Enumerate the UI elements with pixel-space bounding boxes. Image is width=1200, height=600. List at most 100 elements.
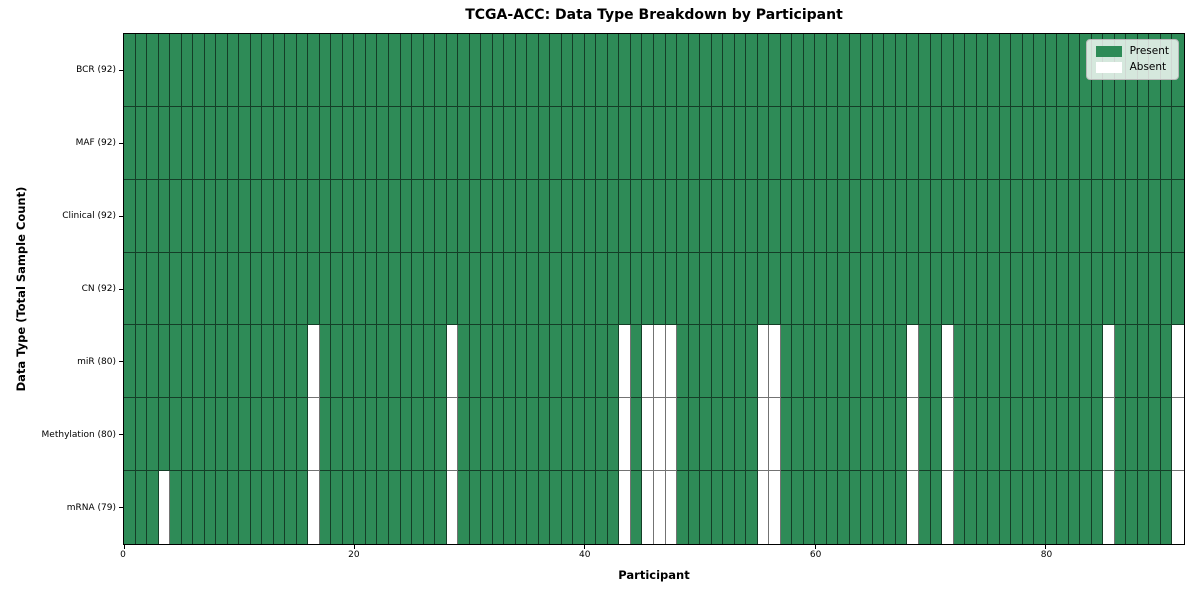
heatmap-cell	[942, 106, 954, 180]
heatmap-cell	[757, 252, 770, 326]
heatmap-cell	[1149, 398, 1161, 472]
heatmap-cell	[976, 471, 989, 544]
heatmap-cell	[988, 471, 1000, 544]
heatmap-cell	[746, 34, 758, 107]
heatmap-cell	[204, 252, 217, 326]
heatmap-cell	[596, 471, 608, 544]
heatmap-cell	[377, 34, 389, 107]
heatmap-cell	[1057, 34, 1069, 107]
heatmap-cell	[423, 325, 436, 399]
heatmap-cell	[1091, 325, 1104, 399]
heatmap-cell	[838, 252, 850, 326]
heatmap-cell	[849, 34, 862, 107]
y-tick-mark	[119, 434, 123, 436]
heatmap-cell	[458, 325, 470, 399]
x-tick-label: 0	[120, 550, 126, 560]
heatmap-cell	[630, 471, 643, 544]
heatmap-cell	[469, 325, 482, 399]
heatmap-cell	[481, 252, 493, 326]
heatmap-cell	[769, 325, 781, 399]
heatmap-cell	[769, 34, 781, 107]
heatmap-cell	[665, 106, 678, 180]
heatmap-cell	[723, 106, 735, 180]
heatmap-cell	[792, 325, 804, 399]
heatmap-cell	[262, 34, 274, 107]
y-tick-label: Methylation (80)	[41, 430, 116, 441]
heatmap-cell	[584, 398, 597, 472]
heatmap-cell	[1022, 325, 1035, 399]
heatmap-cell	[965, 34, 977, 107]
heatmap-cell	[412, 325, 424, 399]
heatmap-cell	[999, 34, 1012, 107]
heatmap-cell	[723, 325, 735, 399]
heatmap-cell	[988, 34, 1000, 107]
heatmap-cell	[584, 325, 597, 399]
heatmap-cell	[930, 471, 943, 544]
x-tick-label: 60	[809, 550, 822, 560]
chart-title: TCGA-ACC: Data Type Breakdown by Partici…	[465, 7, 843, 23]
heatmap-cell	[181, 34, 194, 107]
heatmap-cell	[124, 34, 136, 107]
heatmap-cell	[757, 179, 770, 253]
heatmap-cell	[677, 106, 689, 180]
heatmap-cell	[561, 325, 574, 399]
heatmap-cell	[239, 325, 251, 399]
heatmap-cell	[757, 325, 770, 399]
heatmap-cell	[319, 252, 332, 326]
legend-swatch-absent-icon	[1095, 62, 1122, 73]
heatmap-cell	[734, 471, 747, 544]
heatmap-cell	[965, 252, 977, 326]
heatmap-cell	[1172, 325, 1184, 399]
heatmap-cell	[400, 106, 413, 180]
heatmap-cell	[884, 106, 896, 180]
heatmap-cell	[527, 398, 539, 472]
heatmap-cell	[792, 471, 804, 544]
heatmap-cell	[377, 471, 389, 544]
heatmap-cell	[377, 325, 389, 399]
heatmap-cell	[1011, 252, 1023, 326]
heatmap-cell	[342, 179, 355, 253]
heatmap-cell	[1068, 398, 1081, 472]
heatmap-cell	[1137, 325, 1150, 399]
heatmap-cell	[285, 398, 297, 472]
heatmap-cell	[584, 179, 597, 253]
heatmap-cell	[538, 398, 551, 472]
heatmap-cell	[746, 106, 758, 180]
heatmap-cell	[446, 471, 459, 544]
heatmap-cell	[400, 471, 413, 544]
heatmap-cell	[527, 252, 539, 326]
heatmap-cell	[665, 179, 678, 253]
heatmap-cell	[1149, 252, 1161, 326]
heatmap-cell	[999, 179, 1012, 253]
heatmap-cell	[365, 106, 378, 180]
heatmap-cell	[377, 106, 389, 180]
heatmap-cell	[792, 106, 804, 180]
heatmap-cell	[1172, 106, 1184, 180]
heatmap-cell	[1126, 325, 1138, 399]
heatmap-cell	[688, 179, 701, 253]
y-tick-mark	[119, 142, 123, 144]
heatmap-cell	[446, 106, 459, 180]
heatmap-cell	[1149, 106, 1161, 180]
heatmap-cell	[780, 398, 793, 472]
heatmap-cell	[147, 106, 159, 180]
heatmap-cell	[135, 252, 148, 326]
heatmap-cell	[803, 325, 816, 399]
heatmap-cell	[1045, 471, 1058, 544]
heatmap-cell	[388, 398, 401, 472]
heatmap-cell	[872, 471, 885, 544]
heatmap-cell	[538, 325, 551, 399]
heatmap-cell	[1160, 471, 1173, 544]
heatmap-cell	[953, 179, 966, 253]
heatmap-cell	[458, 252, 470, 326]
heatmap-cell	[815, 34, 827, 107]
heatmap-cell	[1103, 471, 1115, 544]
heatmap-cell	[273, 34, 286, 107]
heatmap-cell	[895, 106, 908, 180]
heatmap-cell	[988, 106, 1000, 180]
heatmap-cell	[342, 398, 355, 472]
heatmap-cell	[596, 179, 608, 253]
heatmap-cell	[412, 179, 424, 253]
heatmap-grid	[124, 34, 1184, 544]
heatmap-cell	[423, 252, 436, 326]
